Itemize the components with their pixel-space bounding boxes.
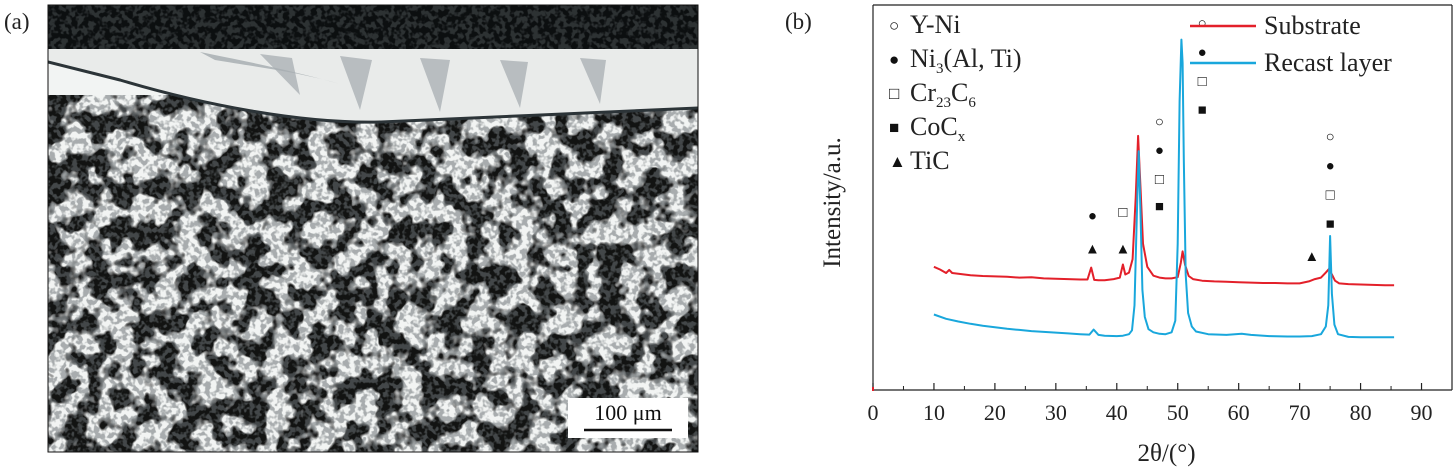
phase-symbol-icon: ▲ xyxy=(889,152,906,171)
x-tick-label: 90 xyxy=(1411,400,1433,425)
peak-markers: ● ▲ □ ▲ ○ ● □ ■ ○ ● □ ■ ▲ ○ ● □ ■ xyxy=(1085,16,1335,265)
phase-label-subscript: 3 xyxy=(936,61,944,77)
peak-marker: ● xyxy=(1198,45,1207,61)
chart-legend: Substrate Recast layer xyxy=(1190,11,1392,77)
peak-marker: ○ xyxy=(1198,16,1207,32)
peak-marker: ■ xyxy=(1326,216,1335,232)
phase-label-text: (Al, Ti) xyxy=(944,44,1022,73)
peak-marker: ● xyxy=(1088,209,1097,225)
peak-marker: ■ xyxy=(1155,199,1164,215)
phase-symbol-icon: ● xyxy=(889,50,899,69)
x-axis-label: 2θ/(°) xyxy=(1137,440,1195,467)
peak-marker: ● xyxy=(1155,143,1164,159)
peak-marker: □ xyxy=(1155,172,1164,188)
x-tick-label: 0 xyxy=(868,400,879,425)
phase-label-text: CoC xyxy=(910,112,958,141)
phase-label-text: C xyxy=(951,78,968,107)
series-line-substrate xyxy=(933,134,1395,287)
phase-label-text: TiC xyxy=(910,146,950,175)
legend-label: Recast layer xyxy=(1264,48,1392,77)
phase-label: Ni3(Al, Ti) xyxy=(910,44,1022,77)
xrd-chart: 0 10 20 30 40 50 60 70 80 902θ/(°)Intensity/a.u. … xyxy=(819,4,1453,467)
phase-label: Cr23C6 xyxy=(910,78,976,111)
panel-a-label: (a) xyxy=(4,9,30,34)
series-line-recast-layer xyxy=(933,38,1395,339)
micrograph-frame xyxy=(47,4,699,453)
phase-label-text: Y-Ni xyxy=(910,10,961,39)
phase-label: CoCx xyxy=(910,112,966,145)
peak-marker: ▲ xyxy=(1304,249,1319,265)
phase-label-subscript: 23 xyxy=(936,95,951,111)
peak-marker: ● xyxy=(1326,159,1335,175)
chart-axes: 0 10 20 30 40 50 60 70 80 90 2θ/(°) Intensity/a.u. xyxy=(819,4,1453,467)
phase-label-subscript: x xyxy=(958,129,966,145)
x-tick-label: 70 xyxy=(1289,400,1311,425)
panel-b-label: (b) xyxy=(785,9,812,34)
peak-marker: ▲ xyxy=(1115,241,1130,257)
phase-symbol-icon: ■ xyxy=(889,118,899,137)
chart-series xyxy=(933,38,1395,339)
phase-label-subscript: 6 xyxy=(968,95,976,111)
peak-marker: □ xyxy=(1118,205,1127,221)
x-tick-label: 80 xyxy=(1350,400,1372,425)
x-tick-label: 30 xyxy=(1045,400,1067,425)
peak-marker: ■ xyxy=(1198,103,1207,119)
x-tick-label: 10 xyxy=(923,400,945,425)
peak-marker: ○ xyxy=(1155,114,1164,130)
x-tick-label: 40 xyxy=(1106,400,1128,425)
phase-legend: ○ Y-Ni● Ni3(Al, Ti)□ Cr23C6■ CoCx▲ TiC xyxy=(889,10,1022,175)
x-tick-label: 20 xyxy=(984,400,1006,425)
scale-bar-background xyxy=(568,398,688,438)
phase-symbol-icon: □ xyxy=(889,84,899,103)
micrograph xyxy=(48,5,698,452)
phase-label: Y-Ni xyxy=(910,10,961,39)
phase-label-text: Ni xyxy=(910,44,936,73)
phase-symbol-icon: ○ xyxy=(889,16,899,35)
legend-label: Substrate xyxy=(1264,11,1361,40)
peak-marker: ▲ xyxy=(1085,241,1100,257)
x-tick-label: 50 xyxy=(1167,400,1189,425)
y-axis-label: Intensity/a.u. xyxy=(819,137,846,268)
scale-bar-label: 100 μm xyxy=(594,400,661,425)
peak-marker: □ xyxy=(1198,74,1207,90)
peak-marker: □ xyxy=(1326,187,1335,203)
phase-label-text: Cr xyxy=(910,78,936,107)
phase-label: TiC xyxy=(910,146,950,175)
peak-marker: ○ xyxy=(1326,130,1335,146)
x-tick-label: 60 xyxy=(1228,400,1250,425)
